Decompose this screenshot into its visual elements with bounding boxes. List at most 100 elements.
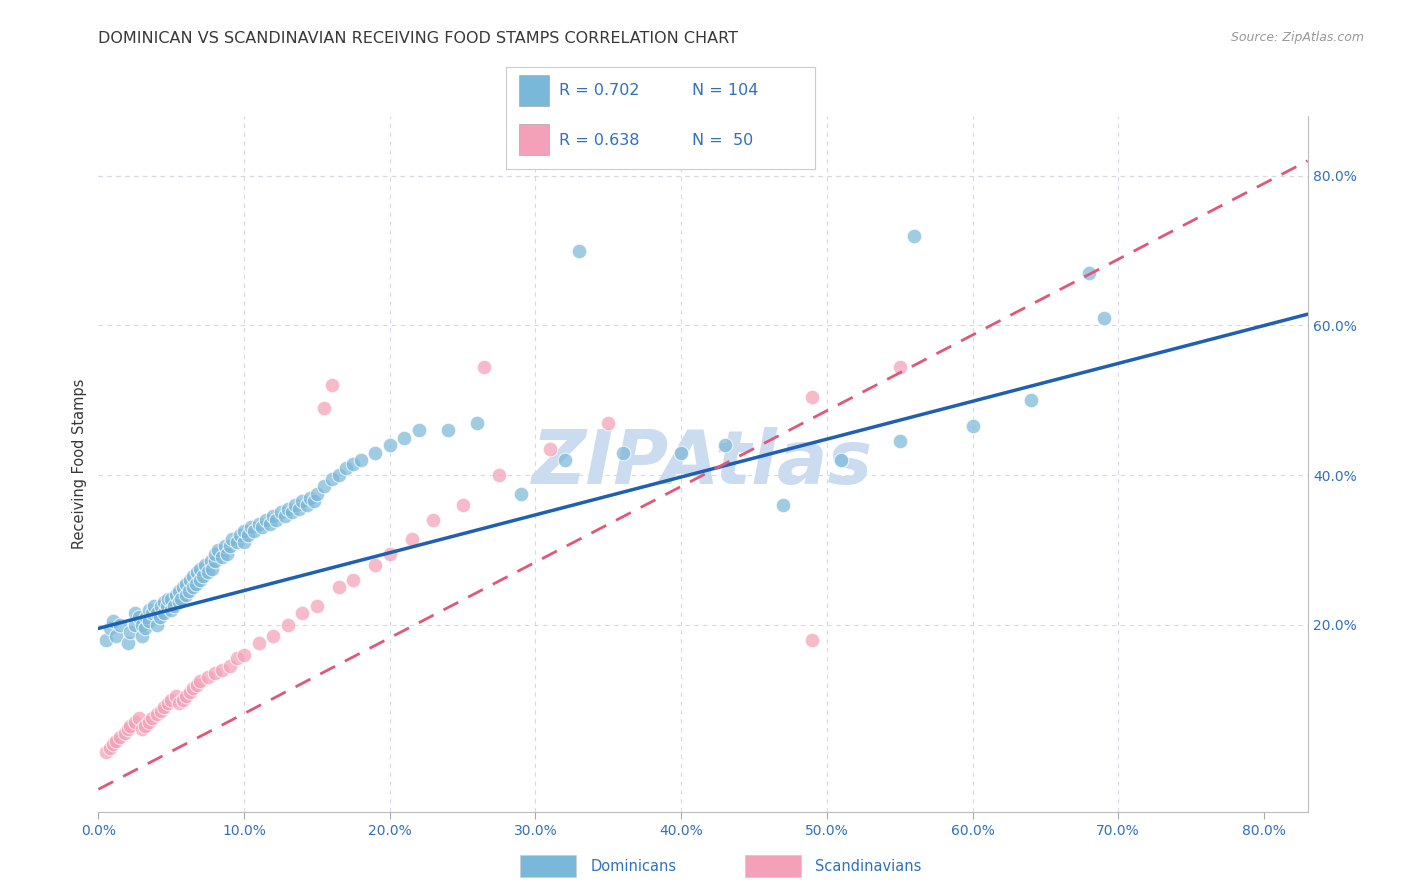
Point <box>408 423 430 437</box>
Point <box>342 457 364 471</box>
Point <box>186 566 208 580</box>
Point <box>201 561 224 575</box>
Point <box>214 539 236 553</box>
Point <box>94 632 117 647</box>
Point <box>451 498 474 512</box>
Point <box>302 494 325 508</box>
Point <box>598 416 620 430</box>
Point <box>179 685 201 699</box>
Point <box>177 584 200 599</box>
Point <box>101 614 124 628</box>
Point <box>962 419 984 434</box>
Point <box>190 673 212 688</box>
Point <box>131 617 153 632</box>
Point <box>321 472 343 486</box>
Bar <box>519 75 550 106</box>
Point <box>190 561 212 575</box>
Point <box>335 460 357 475</box>
Point <box>160 591 183 606</box>
Point <box>204 666 226 681</box>
Point <box>156 599 179 613</box>
Point <box>284 498 307 512</box>
Point <box>225 535 247 549</box>
Point <box>211 663 233 677</box>
Point <box>240 520 263 534</box>
Point <box>163 599 186 613</box>
Point <box>104 629 127 643</box>
Point <box>238 528 260 542</box>
Bar <box>519 124 550 155</box>
Point <box>134 719 156 733</box>
Point <box>167 595 190 609</box>
Point <box>903 228 925 243</box>
Point <box>270 506 292 520</box>
Text: Source: ZipAtlas.com: Source: ZipAtlas.com <box>1230 31 1364 45</box>
Point <box>141 711 163 725</box>
Point <box>145 607 167 621</box>
Point <box>179 573 201 587</box>
Point <box>128 711 150 725</box>
Point <box>138 603 160 617</box>
Point <box>314 479 336 493</box>
Point <box>437 423 460 437</box>
Point <box>124 714 146 729</box>
Point <box>211 550 233 565</box>
Point <box>157 591 180 606</box>
Point <box>328 468 350 483</box>
Point <box>378 438 401 452</box>
Point <box>186 677 208 691</box>
Point <box>1078 266 1101 280</box>
Point <box>254 513 277 527</box>
Point <box>215 547 238 561</box>
Point <box>197 566 219 580</box>
Point <box>98 622 121 636</box>
Point <box>204 554 226 568</box>
Point <box>94 745 117 759</box>
Point <box>117 636 139 650</box>
Text: R = 0.702: R = 0.702 <box>558 83 640 98</box>
Point <box>221 532 243 546</box>
Point <box>145 617 167 632</box>
Point <box>298 491 321 505</box>
Text: N =  50: N = 50 <box>692 133 754 148</box>
Point <box>554 453 576 467</box>
Point <box>120 719 142 733</box>
Point <box>218 539 240 553</box>
Point <box>131 629 153 643</box>
Point <box>247 516 270 531</box>
Point <box>364 445 387 459</box>
Point <box>277 617 299 632</box>
Point <box>422 513 444 527</box>
Point <box>243 524 266 538</box>
Point <box>714 438 737 452</box>
Point <box>110 730 132 744</box>
Point <box>138 614 160 628</box>
Point <box>110 617 132 632</box>
Text: Dominicans: Dominicans <box>591 859 676 873</box>
Point <box>194 558 217 572</box>
Point <box>229 528 252 542</box>
Point <box>174 588 197 602</box>
Point <box>142 599 165 613</box>
Point <box>314 401 336 415</box>
Point <box>474 359 496 374</box>
Point <box>184 576 207 591</box>
Text: DOMINICAN VS SCANDINAVIAN RECEIVING FOOD STAMPS CORRELATION CHART: DOMINICAN VS SCANDINAVIAN RECEIVING FOOD… <box>98 31 738 46</box>
Point <box>128 610 150 624</box>
Point <box>134 622 156 636</box>
Point <box>509 487 531 501</box>
Point <box>167 696 190 710</box>
Point <box>104 733 127 747</box>
Point <box>264 513 287 527</box>
Point <box>889 434 911 449</box>
Point <box>274 509 297 524</box>
Point <box>801 390 824 404</box>
Point <box>101 738 124 752</box>
Point <box>291 607 314 621</box>
Point <box>197 670 219 684</box>
Point <box>233 535 256 549</box>
Point <box>181 681 204 696</box>
Text: ZIPAtlas: ZIPAtlas <box>533 427 873 500</box>
Point <box>233 524 256 538</box>
Point <box>233 648 256 662</box>
